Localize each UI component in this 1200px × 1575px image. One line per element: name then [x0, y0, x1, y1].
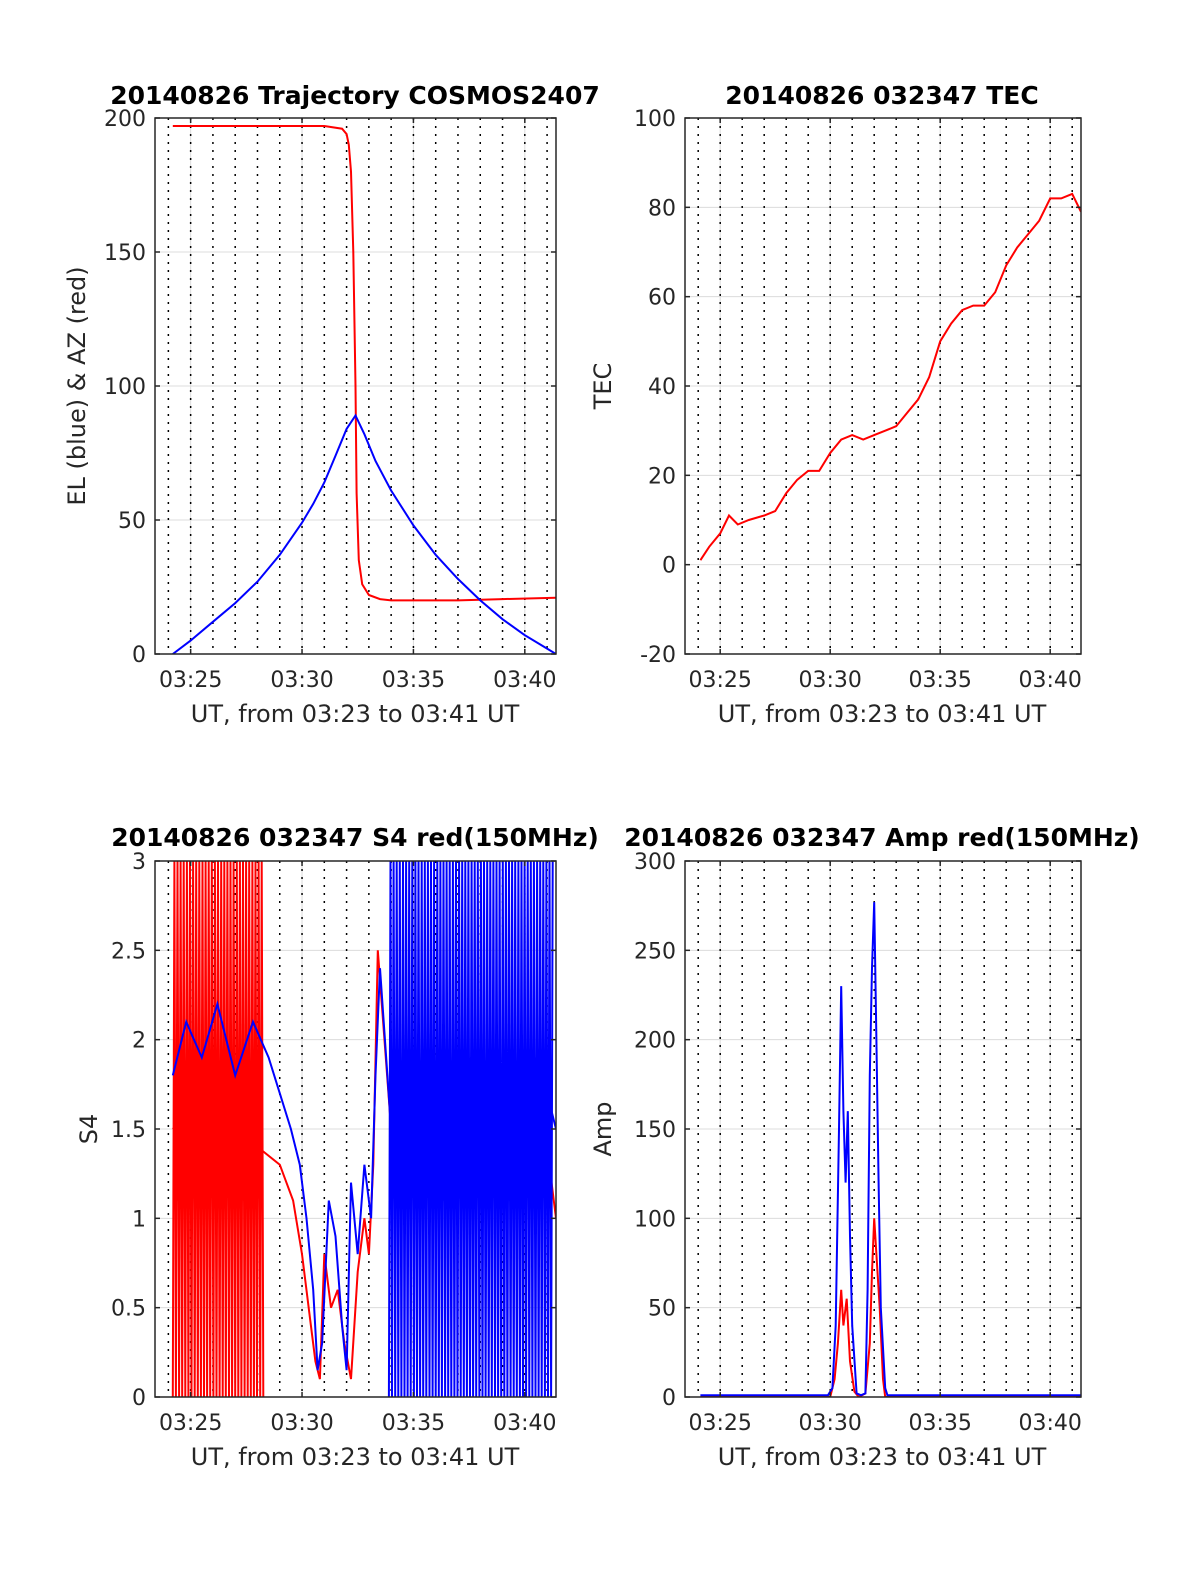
- series-line: [171, 968, 556, 1371]
- x-tick-label: 03:40: [493, 668, 556, 693]
- x-tick-label: 03:35: [382, 668, 445, 693]
- y-tick-label: 2.5: [111, 939, 146, 964]
- series-band: [387, 861, 554, 1397]
- x-axis-label: UT, from 03:23 to 03:41 UT: [718, 700, 1047, 728]
- y-tick-label: 200: [634, 1029, 676, 1054]
- panel-tec: 20140826 032347 TEC UT, from 03:23 to 03…: [589, 81, 1082, 728]
- y-tick-label: 80: [648, 196, 676, 221]
- series-line: [172, 125, 556, 602]
- chart-title: 20140826 Trajectory COSMOS2407: [110, 81, 600, 110]
- x-tick-label: 03:35: [382, 1411, 445, 1436]
- y-tick-label: 50: [118, 509, 146, 534]
- y-tick-label: 100: [634, 107, 676, 132]
- chart-title: 20140826 032347 TEC: [725, 81, 1038, 110]
- series-group: [700, 902, 1081, 1397]
- x-tick-label: 03:40: [1018, 1411, 1081, 1436]
- chart-title: 20140826 032347 Amp red(150MHz): [624, 823, 1140, 852]
- panel-amp: 20140826 032347 Amp red(150MHz) UT, from…: [589, 823, 1140, 1471]
- y-tick-label: 20: [648, 464, 676, 489]
- y-tick-label: 150: [634, 1118, 676, 1143]
- y-tick-label: 0.5: [111, 1297, 146, 1322]
- y-axis-label: S4: [75, 1114, 103, 1145]
- y-tick-label: 1: [132, 1207, 146, 1232]
- x-tick-label: 03:40: [1018, 668, 1081, 693]
- y-tick-label: 100: [634, 1207, 676, 1232]
- x-tick-label: 03:25: [159, 1411, 222, 1436]
- y-tick-label: 0: [132, 1386, 146, 1411]
- x-axis-label: UT, from 03:23 to 03:41 UT: [718, 1443, 1047, 1471]
- y-tick-label: 2: [132, 1029, 146, 1054]
- y-tick-label: 0: [662, 1386, 676, 1411]
- series-band: [171, 861, 265, 1397]
- series-group: [171, 861, 556, 1397]
- y-tick-label: 250: [634, 939, 676, 964]
- x-tick-label: 03:25: [159, 668, 222, 693]
- y-axis-label: TEC: [589, 363, 617, 411]
- series-line: [700, 902, 1081, 1397]
- x-tick-label: 03:35: [908, 1411, 971, 1436]
- series-group: [172, 125, 556, 654]
- series-line: [699, 192, 1081, 561]
- x-tick-label: 03:30: [798, 668, 861, 693]
- x-axis-label: UT, from 03:23 to 03:41 UT: [191, 1443, 520, 1471]
- y-tick-label: 150: [104, 241, 146, 266]
- x-tick-label: 03:25: [688, 1411, 751, 1436]
- y-tick-label: 0: [132, 643, 146, 668]
- x-tick-label: 03:30: [270, 668, 333, 693]
- series-line: [700, 1218, 1081, 1397]
- x-tick-label: 03:25: [688, 668, 751, 693]
- panel-s4: 20140826 032347 S4 red(150MHz) UT, from …: [75, 823, 599, 1471]
- y-tick-label: 60: [648, 286, 676, 311]
- y-tick-label: 300: [634, 850, 676, 875]
- series-line: [172, 413, 556, 654]
- chart-title: 20140826 032347 S4 red(150MHz): [111, 823, 599, 852]
- x-tick-label: 03:30: [270, 1411, 333, 1436]
- y-tick-label: 50: [648, 1297, 676, 1322]
- y-tick-label: 200: [104, 107, 146, 132]
- y-axis-label: Amp: [589, 1101, 617, 1156]
- x-tick-label: 03:40: [493, 1411, 556, 1436]
- y-tick-label: 100: [104, 375, 146, 400]
- y-tick-label: 1.5: [111, 1118, 146, 1143]
- panel-trajectory: 20140826 Trajectory COSMOS2407 UT, from …: [63, 81, 600, 728]
- y-axis-label: EL (blue) & AZ (red): [63, 266, 91, 505]
- y-tick-label: 40: [648, 375, 676, 400]
- x-tick-label: 03:35: [908, 668, 971, 693]
- series-group: [699, 192, 1081, 561]
- y-tick-label: 3: [132, 850, 146, 875]
- y-tick-label: 0: [662, 554, 676, 579]
- y-tick-label: -20: [640, 643, 676, 668]
- x-axis-label: UT, from 03:23 to 03:41 UT: [191, 700, 520, 728]
- x-tick-label: 03:30: [798, 1411, 861, 1436]
